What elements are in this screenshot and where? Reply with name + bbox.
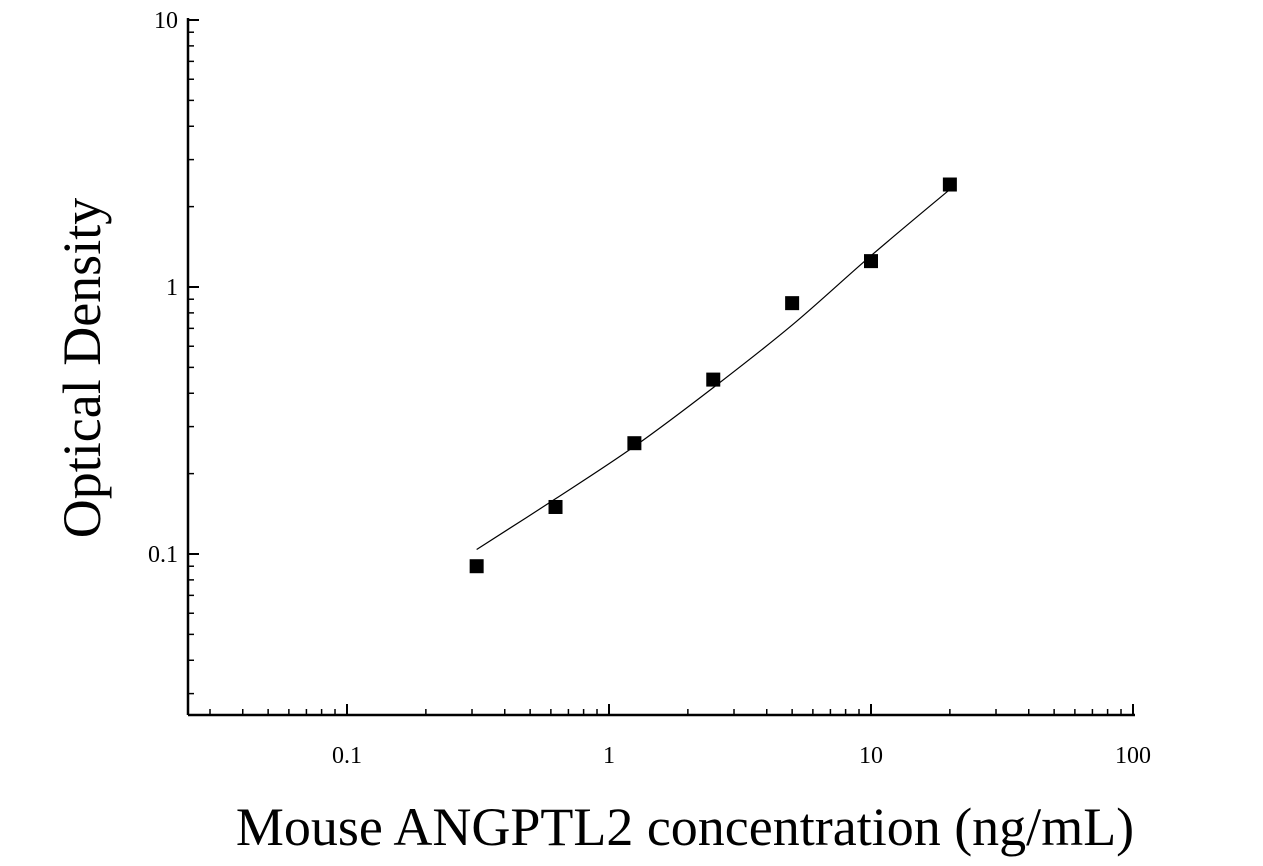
data-point — [785, 296, 800, 311]
fit-curve-group — [476, 188, 951, 550]
y-tick-label: 0.1 — [148, 542, 178, 568]
x-tick-label: 0.1 — [332, 743, 362, 769]
y-major-ticks — [188, 19, 199, 555]
x-tick-labels: 0.1 1 10 100 — [332, 743, 1151, 769]
data-point — [548, 499, 563, 514]
x-tick-label: 1 — [603, 743, 615, 769]
data-point — [942, 177, 957, 192]
data-point — [469, 559, 484, 574]
fit-curve — [476, 188, 951, 550]
x-tick-label: 10 — [859, 743, 883, 769]
y-tick-labels: 0.1 1 10 — [148, 8, 178, 568]
y-axis-title: Optical Density — [52, 198, 112, 538]
data-points — [469, 177, 957, 574]
x-axis-title: Mouse ANGPTL2 concentration (ng/mL) — [236, 797, 1134, 857]
data-point — [706, 372, 721, 387]
y-tick-label: 1 — [166, 275, 178, 301]
data-point — [864, 254, 878, 269]
y-tick-label: 10 — [154, 8, 178, 34]
x-tick-label: 100 — [1115, 743, 1151, 769]
data-point — [627, 436, 642, 451]
x-major-ticks — [346, 704, 1134, 715]
